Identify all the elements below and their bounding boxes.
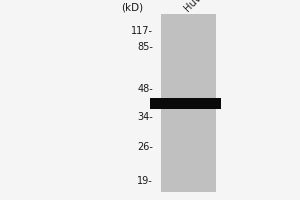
Bar	[150, 98, 220, 108]
Text: 117-: 117-	[131, 26, 153, 36]
Text: (kD): (kD)	[122, 2, 144, 12]
Text: 85-: 85-	[137, 42, 153, 52]
Text: 19-: 19-	[137, 176, 153, 186]
Text: 48-: 48-	[137, 84, 153, 94]
Text: HuvEc: HuvEc	[182, 0, 211, 13]
Bar	[160, 14, 216, 192]
Text: 34-: 34-	[137, 112, 153, 122]
Text: 26-: 26-	[137, 142, 153, 152]
